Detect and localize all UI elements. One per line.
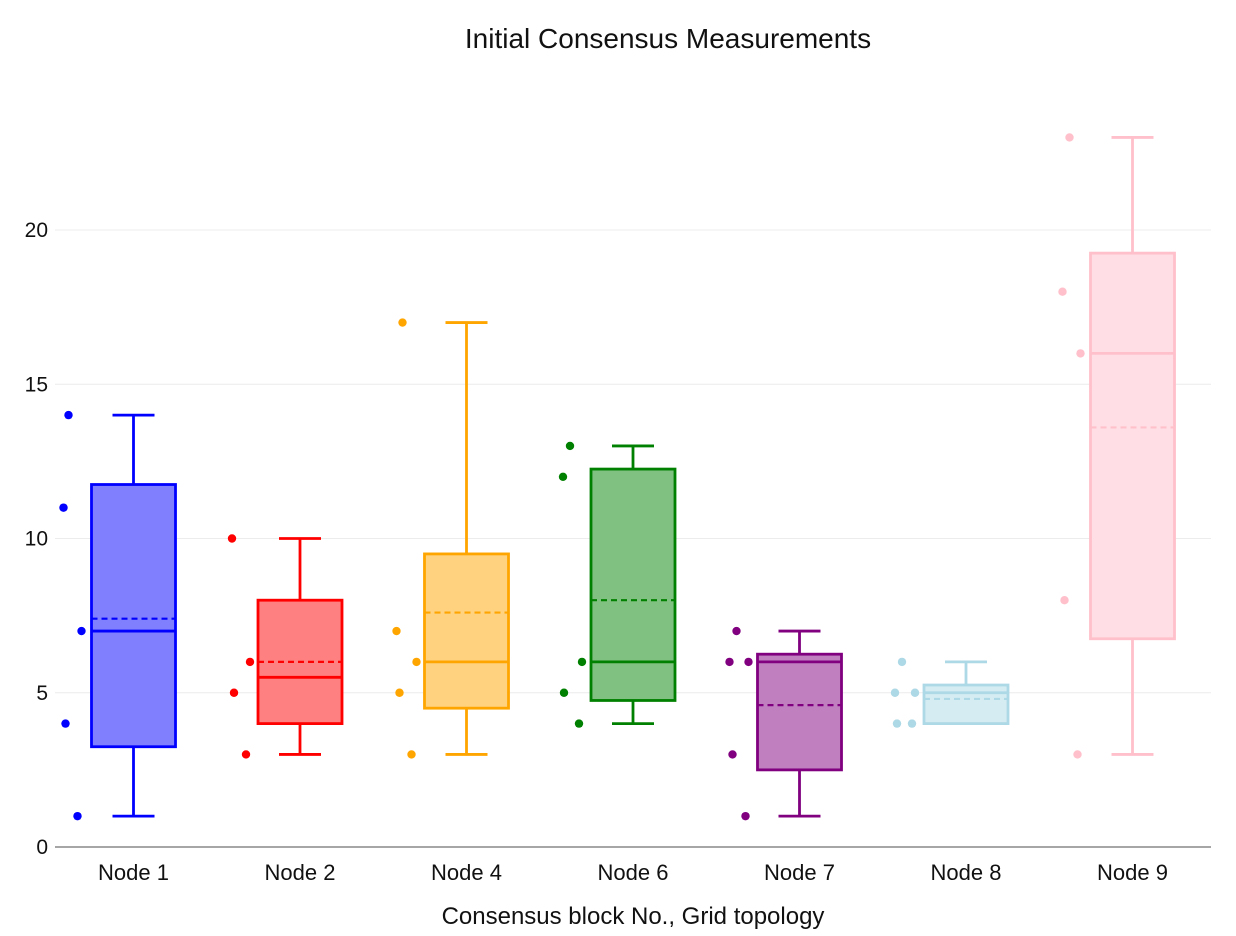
x-tick-label: Node 8: [931, 860, 1002, 885]
y-tick-label: 15: [25, 373, 48, 396]
data-point[interactable]: [245, 657, 255, 667]
data-point[interactable]: [1060, 596, 1069, 605]
data-point[interactable]: [1076, 349, 1085, 358]
box-rect[interactable]: [90, 483, 177, 749]
box-rect[interactable]: [756, 652, 843, 772]
box-rect[interactable]: [589, 467, 677, 702]
x-tick-label: Node 9: [1097, 860, 1168, 885]
y-tick-label: 10: [25, 528, 48, 551]
data-point[interactable]: [559, 688, 569, 697]
box-group-node-8: Node 8: [890, 657, 1010, 885]
box-group-node-1: Node 1: [59, 410, 177, 885]
data-point[interactable]: [412, 657, 421, 667]
data-point[interactable]: [227, 534, 237, 543]
data-point[interactable]: [1065, 133, 1074, 142]
y-tick-label: 20: [25, 219, 48, 242]
y-tick-label: 5: [36, 682, 48, 705]
data-point[interactable]: [574, 719, 584, 728]
data-point[interactable]: [577, 657, 587, 667]
x-axis-title: Consensus block No., Grid topology: [442, 903, 825, 930]
data-point[interactable]: [892, 719, 902, 728]
box-rect[interactable]: [423, 552, 510, 710]
data-point[interactable]: [59, 503, 68, 512]
data-point[interactable]: [565, 441, 575, 451]
x-tick-label: Node 6: [598, 860, 669, 885]
box-rect[interactable]: [1089, 251, 1176, 641]
data-point[interactable]: [392, 626, 401, 636]
x-tick-label: Node 7: [764, 860, 835, 885]
y-tick-label: 0: [36, 836, 48, 859]
data-point[interactable]: [395, 688, 404, 697]
data-point[interactable]: [907, 719, 917, 728]
box-group-node-9: Node 9: [1058, 133, 1176, 885]
x-tick-label: Node 4: [431, 860, 502, 885]
data-point[interactable]: [728, 750, 737, 759]
data-point[interactable]: [77, 626, 86, 636]
data-point[interactable]: [890, 688, 900, 697]
chart-title: Initial Consensus Measurements: [465, 23, 871, 54]
box-rect[interactable]: [922, 683, 1010, 725]
data-point[interactable]: [407, 750, 416, 759]
data-point[interactable]: [1058, 287, 1067, 296]
data-point[interactable]: [229, 688, 239, 697]
data-point[interactable]: [897, 657, 907, 667]
data-point[interactable]: [64, 410, 73, 420]
x-tick-label: Node 1: [98, 860, 169, 885]
data-point[interactable]: [73, 811, 82, 821]
box-group-node-6: Node 6: [558, 441, 677, 885]
data-point[interactable]: [744, 657, 753, 667]
data-point[interactable]: [741, 811, 750, 821]
data-point[interactable]: [241, 750, 251, 759]
box-group-node-4: Node 4: [392, 318, 510, 885]
data-point[interactable]: [725, 657, 734, 667]
box-group-node-2: Node 2: [227, 534, 344, 885]
box-group-node-7: Node 7: [725, 626, 843, 885]
data-point[interactable]: [558, 472, 568, 481]
data-point[interactable]: [398, 318, 407, 327]
data-point[interactable]: [732, 626, 741, 636]
data-point[interactable]: [1073, 750, 1082, 759]
data-point[interactable]: [61, 719, 70, 728]
x-tick-label: Node 2: [265, 860, 336, 885]
data-point[interactable]: [910, 688, 920, 697]
